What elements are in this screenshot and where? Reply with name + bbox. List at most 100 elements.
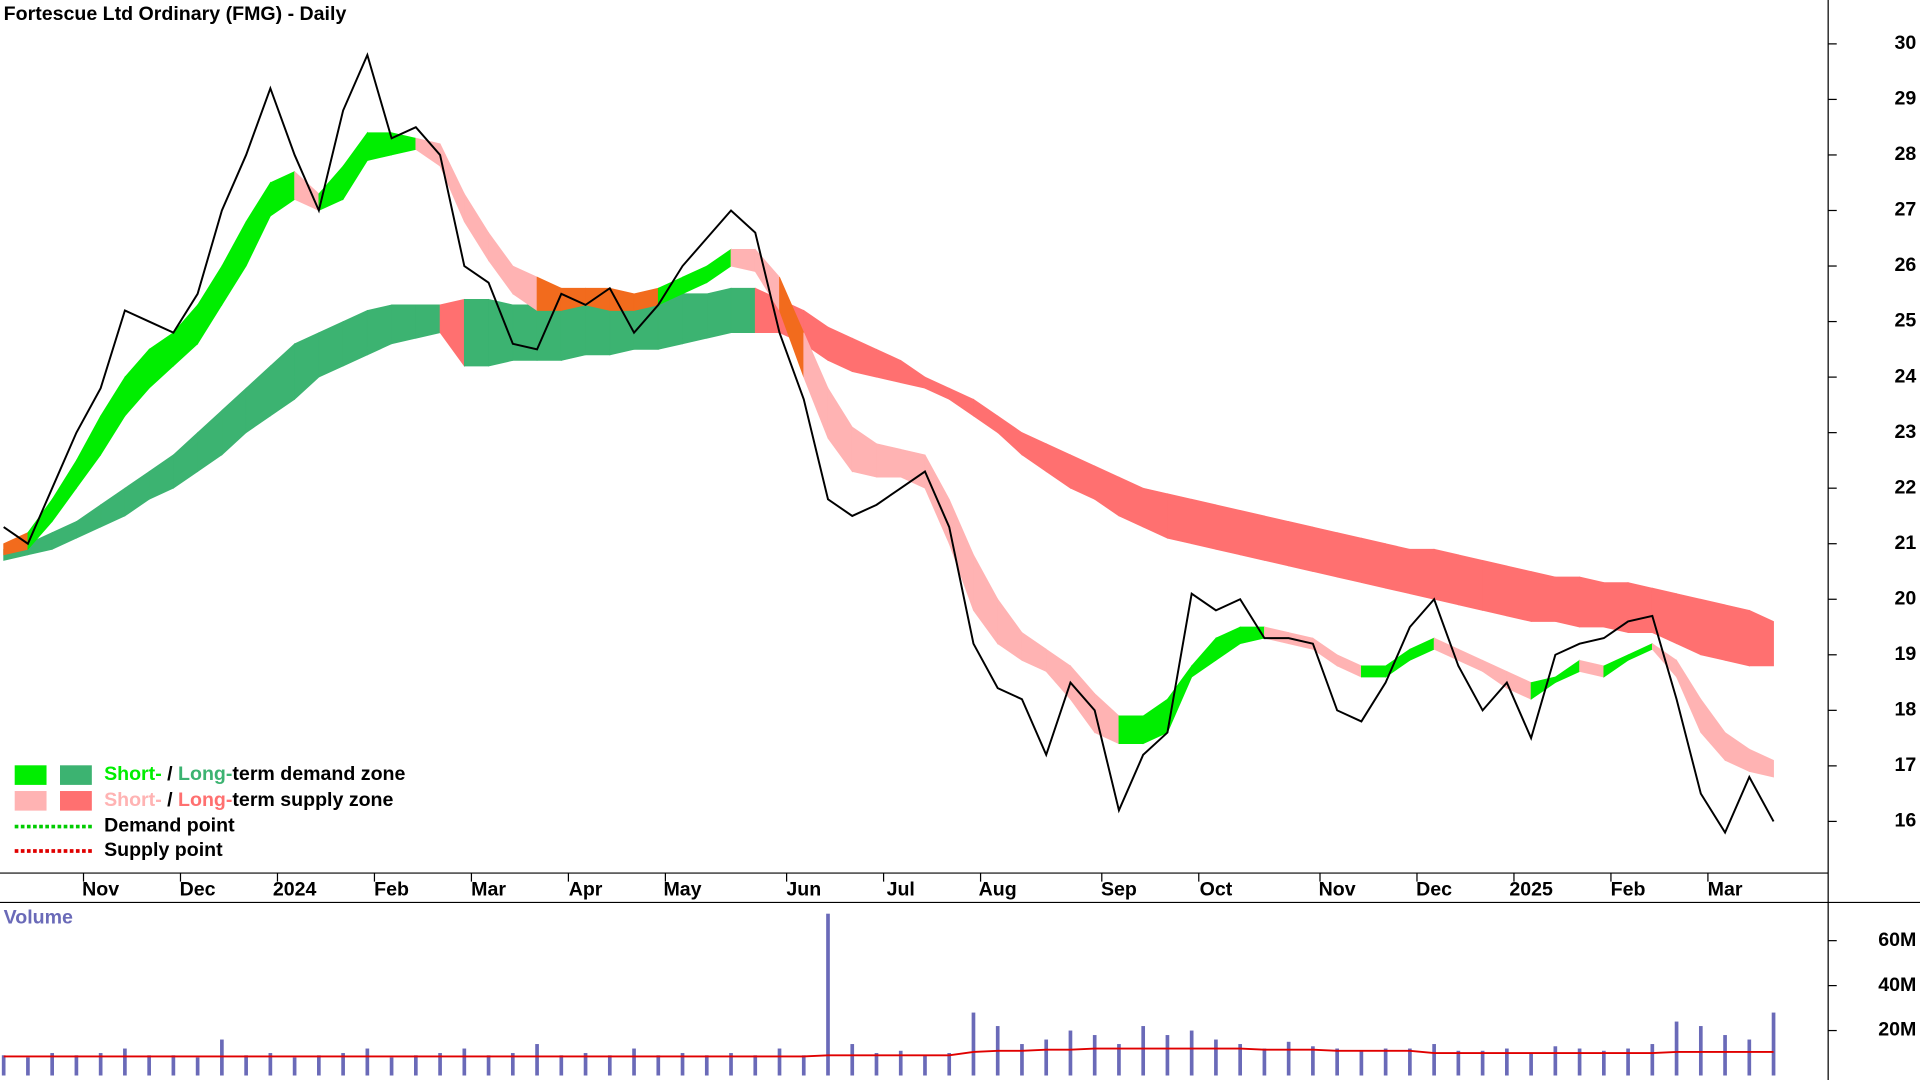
long-band-segment <box>1264 515 1290 567</box>
volume-tick-label: 60M <box>1878 929 1916 951</box>
long-band-segment <box>463 298 489 367</box>
y-tick-label: 26 <box>1895 254 1917 276</box>
volume-bar <box>74 1055 79 1076</box>
volume-bar <box>874 1053 879 1076</box>
volume-bar <box>1262 1048 1267 1076</box>
x-tick-label: Jun <box>786 878 821 900</box>
volume-bar <box>1480 1050 1485 1076</box>
legend-swatch <box>14 765 47 785</box>
volume-bar <box>607 1055 612 1076</box>
volume-bar <box>777 1048 782 1076</box>
x-tick-label: Mar <box>471 878 506 900</box>
long-band-segment <box>1458 554 1483 611</box>
long-band-segment <box>1288 521 1314 572</box>
long-band-segment <box>1215 504 1241 556</box>
long-band-segment <box>682 293 708 345</box>
volume-bar <box>1286 1041 1291 1076</box>
y-tick-label: 19 <box>1895 643 1917 665</box>
zones <box>3 131 1774 778</box>
y-tick-label: 23 <box>1895 421 1917 443</box>
volume-bar <box>1408 1048 1412 1076</box>
x-tick-label: Feb <box>1611 878 1646 900</box>
volume-bar <box>947 1053 952 1076</box>
volume-bar <box>1238 1044 1242 1076</box>
volume-bar <box>680 1053 685 1076</box>
volume-bar <box>583 1053 588 1076</box>
x-tick-label: Oct <box>1200 878 1233 900</box>
long-band-segment <box>391 304 417 345</box>
y-tick-label: 18 <box>1895 699 1917 721</box>
volume-bar <box>123 1048 127 1076</box>
volume-bar <box>1044 1039 1049 1076</box>
short-band-segment <box>1748 748 1774 778</box>
long-band-segment <box>1676 593 1702 656</box>
volume-bar <box>971 1012 976 1076</box>
volume-bar <box>632 1048 636 1076</box>
volume-bar <box>1505 1048 1509 1076</box>
volume-bar <box>268 1053 273 1076</box>
volume-tick-label: 40M <box>1878 974 1916 996</box>
long-band-segment <box>1336 532 1362 584</box>
x-tick-label: Aug <box>979 878 1017 900</box>
volume-bar <box>1311 1046 1315 1076</box>
volume-bar <box>1117 1044 1121 1076</box>
long-band-segment <box>536 304 562 361</box>
long-band-segment <box>1700 598 1726 661</box>
volume-bar <box>26 1057 30 1076</box>
volume-bar <box>1529 1053 1533 1076</box>
y-tick-label: 22 <box>1895 476 1917 498</box>
legend-part: / <box>162 789 178 811</box>
volume-bar <box>171 1055 176 1076</box>
y-tick-label: 20 <box>1895 587 1917 609</box>
volume-bar <box>1577 1048 1582 1076</box>
long-band-segment <box>1239 509 1265 561</box>
volume-bar <box>1020 1044 1024 1076</box>
legend-label: Short- / Long-term demand zone <box>104 763 405 785</box>
volume-bar <box>801 1055 806 1076</box>
long-band-segment <box>1482 559 1508 617</box>
volume-bar <box>98 1053 103 1076</box>
chart-title: Fortescue Ltd Ordinary (FMG) - Daily <box>4 3 347 25</box>
volume-tick-label: 20M <box>1878 1019 1916 1041</box>
volume-bar <box>147 1055 151 1076</box>
long-band-segment <box>1530 571 1556 622</box>
legend-swatch <box>60 765 92 785</box>
x-tick-label: Sep <box>1101 878 1137 900</box>
long-band-segment <box>1409 548 1435 600</box>
volume-bar <box>923 1055 927 1076</box>
y-tick-label: 16 <box>1895 810 1917 832</box>
y-tick-label: 29 <box>1895 88 1917 110</box>
volume-bar <box>559 1055 564 1076</box>
volume-bar <box>317 1055 321 1076</box>
volume-title: Volume <box>4 907 73 929</box>
long-band-segment <box>512 304 538 361</box>
volume-bar <box>50 1053 54 1076</box>
long-band-segment <box>706 287 732 339</box>
volume-bar <box>486 1055 491 1076</box>
volume-bar <box>535 1044 539 1076</box>
volume-bar <box>1383 1048 1388 1076</box>
volume-bar <box>753 1055 758 1076</box>
volume-bar <box>1359 1050 1364 1076</box>
legend-label: Short- / Long-term supply zone <box>104 789 393 811</box>
volume-bar <box>1602 1050 1606 1076</box>
y-tick-label: 21 <box>1895 532 1917 554</box>
x-tick-label: Dec <box>1416 878 1452 900</box>
volume-bar <box>1165 1035 1170 1076</box>
legend-part: term demand zone <box>232 763 405 785</box>
long-band-segment <box>415 304 441 339</box>
volume-bar <box>510 1053 515 1076</box>
x-tick-label: Feb <box>374 878 409 900</box>
short-band-segment <box>876 443 902 478</box>
volume-bar <box>1771 1012 1776 1076</box>
y-tick-label: 17 <box>1895 754 1917 776</box>
long-band-segment <box>1627 582 1653 633</box>
volume-bar <box>1092 1035 1097 1076</box>
x-tick-label: Nov <box>82 878 119 900</box>
long-band-segment <box>1385 543 1411 595</box>
y-tick-label: 24 <box>1895 365 1917 387</box>
long-band-segment <box>1554 576 1580 628</box>
volume-bar <box>1626 1048 1630 1076</box>
x-tick-label: May <box>663 878 701 900</box>
long-band-segment <box>1748 609 1774 667</box>
